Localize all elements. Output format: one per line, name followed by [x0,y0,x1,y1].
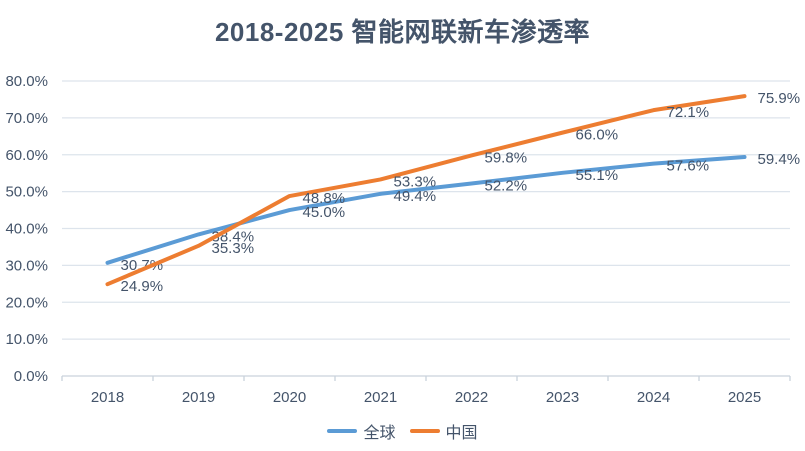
legend-item-全球: 全球 [327,419,396,443]
x-tick-label: 2021 [364,389,397,406]
data-label: 59.8% [485,149,528,166]
data-label: 75.9% [758,90,801,107]
y-tick-label: 80.0% [5,73,48,90]
legend-line-swatch [409,429,440,433]
data-label: 55.1% [576,167,619,184]
data-label: 35.3% [212,240,255,257]
x-tick-label: 2025 [728,389,761,406]
chart-legend: 全球 中国 [0,419,805,443]
x-tick-label: 2023 [546,389,579,406]
data-label: 48.8% [303,190,346,207]
y-tick-label: 10.0% [5,331,48,348]
y-tick-label: 30.0% [5,257,48,274]
y-tick-label: 50.0% [5,184,48,201]
x-tick-label: 2018 [91,389,124,406]
data-label: 66.0% [576,127,619,144]
data-label: 57.6% [667,158,710,175]
series-line-中国 [105,94,747,287]
legend-label: 中国 [445,425,478,442]
legend-label: 全球 [363,425,396,442]
series-line-全球 [105,154,747,265]
data-label: 72.1% [667,104,710,121]
x-tick-label: 2024 [637,389,670,406]
chart-title: 2018-2025 智能网联新车渗透率 [214,17,591,47]
x-tick-label: 2022 [455,389,488,406]
y-tick-label: 40.0% [5,221,48,238]
legend-item-中国: 中国 [409,419,478,443]
x-tick-label: 2020 [273,389,306,406]
data-label: 49.4% [394,188,437,205]
y-tick-label: 70.0% [5,110,48,127]
x-tick-label: 2019 [182,389,215,406]
data-label: 59.4% [758,151,801,168]
data-label: 24.9% [121,278,164,295]
data-label: 53.3% [394,173,437,190]
data-label: 45.0% [303,204,346,221]
data-label: 52.2% [485,178,528,195]
y-tick-label: 60.0% [5,147,48,164]
data-label: 30.7% [121,257,164,274]
legend-line-swatch [327,429,358,433]
y-tick-label: 0.0% [14,368,48,385]
y-tick-label: 20.0% [5,294,48,311]
